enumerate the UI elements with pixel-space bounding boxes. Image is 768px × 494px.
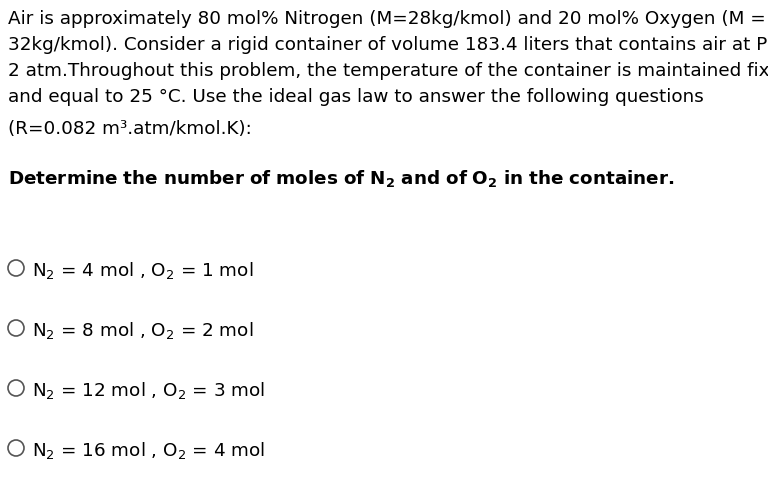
Text: 32kg/kmol). Consider a rigid container of volume 183.4 liters that contains air : 32kg/kmol). Consider a rigid container o… xyxy=(8,36,768,54)
Text: $\mathrm{N_2}$ = 12 mol , $\mathrm{O_2}$ = 3 mol: $\mathrm{N_2}$ = 12 mol , $\mathrm{O_2}$… xyxy=(32,380,265,401)
Text: $\mathrm{N_2}$ = 16 mol , $\mathrm{O_2}$ = 4 mol: $\mathrm{N_2}$ = 16 mol , $\mathrm{O_2}$… xyxy=(32,440,265,461)
Text: Air is approximately 80 mol% Nitrogen (M=28kg/kmol) and 20 mol% Oxygen (M =: Air is approximately 80 mol% Nitrogen (M… xyxy=(8,10,766,28)
Text: and equal to 25 °C. Use the ideal gas law to answer the following questions: and equal to 25 °C. Use the ideal gas la… xyxy=(8,88,703,106)
Text: $\mathrm{N_2}$ = 8 mol , $\mathrm{O_2}$ = 2 mol: $\mathrm{N_2}$ = 8 mol , $\mathrm{O_2}$ … xyxy=(32,320,253,341)
Text: 2 atm.Throughout this problem, the temperature of the container is maintained fi: 2 atm.Throughout this problem, the tempe… xyxy=(8,62,768,80)
Text: $\mathrm{N_2}$ = 4 mol , $\mathrm{O_2}$ = 1 mol: $\mathrm{N_2}$ = 4 mol , $\mathrm{O_2}$ … xyxy=(32,260,253,281)
Text: $\bf{Determine\ the\ number\ of\ moles\ of\ N_{2}\ and\ of\ O_{2}\ in\ the\ cont: $\bf{Determine\ the\ number\ of\ moles\ … xyxy=(8,168,674,189)
Text: (R=0.082 m³.atm/kmol.K):: (R=0.082 m³.atm/kmol.K): xyxy=(8,120,252,138)
